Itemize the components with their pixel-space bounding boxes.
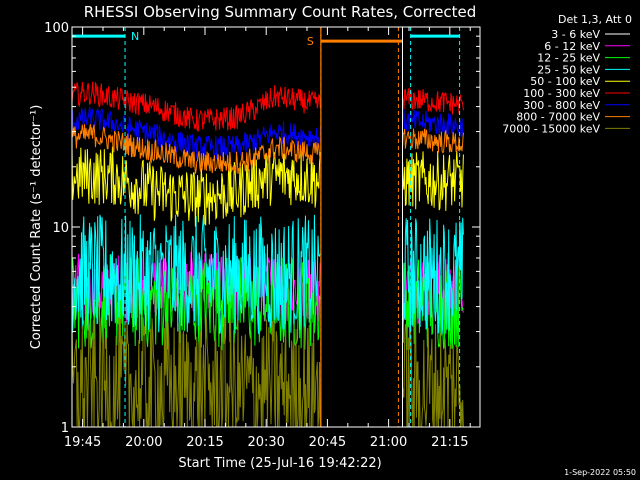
y-axis-label: Corrected Count Rate (s⁻¹ detector⁻¹) bbox=[29, 105, 44, 350]
series-line bbox=[71, 124, 321, 174]
x-tick-label: 20:30 bbox=[247, 435, 284, 450]
legend-label: 800 - 7000 keV bbox=[516, 111, 600, 124]
flag-label: N bbox=[131, 30, 139, 43]
x-tick-label: 20:00 bbox=[125, 435, 162, 450]
legend-label: 50 - 100 keV bbox=[530, 75, 600, 88]
series-line bbox=[402, 87, 464, 115]
legend-label: 12 - 25 keV bbox=[537, 52, 600, 65]
flag-n: N bbox=[72, 27, 461, 427]
y-tick-label: 100 bbox=[44, 21, 69, 36]
series-100-300kev bbox=[71, 81, 464, 132]
x-tick-label: 19:45 bbox=[64, 435, 101, 450]
x-tick-label: 21:00 bbox=[370, 435, 407, 450]
y-tick-label: 10 bbox=[52, 221, 69, 236]
y-tick-label: 1 bbox=[61, 421, 69, 436]
series-line bbox=[71, 146, 321, 227]
series-300-800kev bbox=[71, 106, 464, 160]
x-tick-label: 21:15 bbox=[431, 435, 468, 450]
series-line bbox=[402, 109, 464, 138]
series-layer bbox=[71, 81, 464, 428]
series-line bbox=[71, 106, 321, 160]
series-line bbox=[402, 320, 464, 428]
series-line bbox=[71, 81, 321, 132]
series-line bbox=[402, 217, 464, 335]
x-tick-label: 20:15 bbox=[186, 435, 223, 450]
legend-label: 6 - 12 keV bbox=[544, 40, 600, 53]
series-800-7000kev bbox=[71, 124, 464, 174]
chart-title: RHESSI Observing Summary Count Rates, Co… bbox=[84, 3, 477, 21]
series-line bbox=[402, 150, 464, 211]
footer-date: 1-Sep-2022 05:50 bbox=[564, 468, 636, 477]
legend-label: 25 - 50 keV bbox=[537, 63, 600, 76]
x-tick-label: 20:45 bbox=[309, 435, 346, 450]
legend-label: 300 - 800 keV bbox=[523, 99, 600, 112]
flag-label: S bbox=[307, 35, 314, 48]
legend-header: Det 1,3, Att 0 bbox=[558, 13, 632, 26]
series-line bbox=[402, 128, 464, 154]
series-line bbox=[71, 317, 321, 428]
series-50-100kev bbox=[71, 146, 464, 227]
legend-label: 3 - 6 keV bbox=[551, 28, 600, 41]
axis-layer: 19:45 20:00 20:15 20:30 20:45 21:00 21:15 1 10 10… bbox=[44, 21, 480, 450]
x-axis-label: Start Time (25-Jul-16 19:42:22) bbox=[178, 456, 381, 471]
legend-label: 100 - 300 keV bbox=[523, 87, 600, 100]
series-7000-15000kev bbox=[71, 317, 464, 428]
legend-label: 7000 - 15000 keV bbox=[502, 122, 600, 135]
